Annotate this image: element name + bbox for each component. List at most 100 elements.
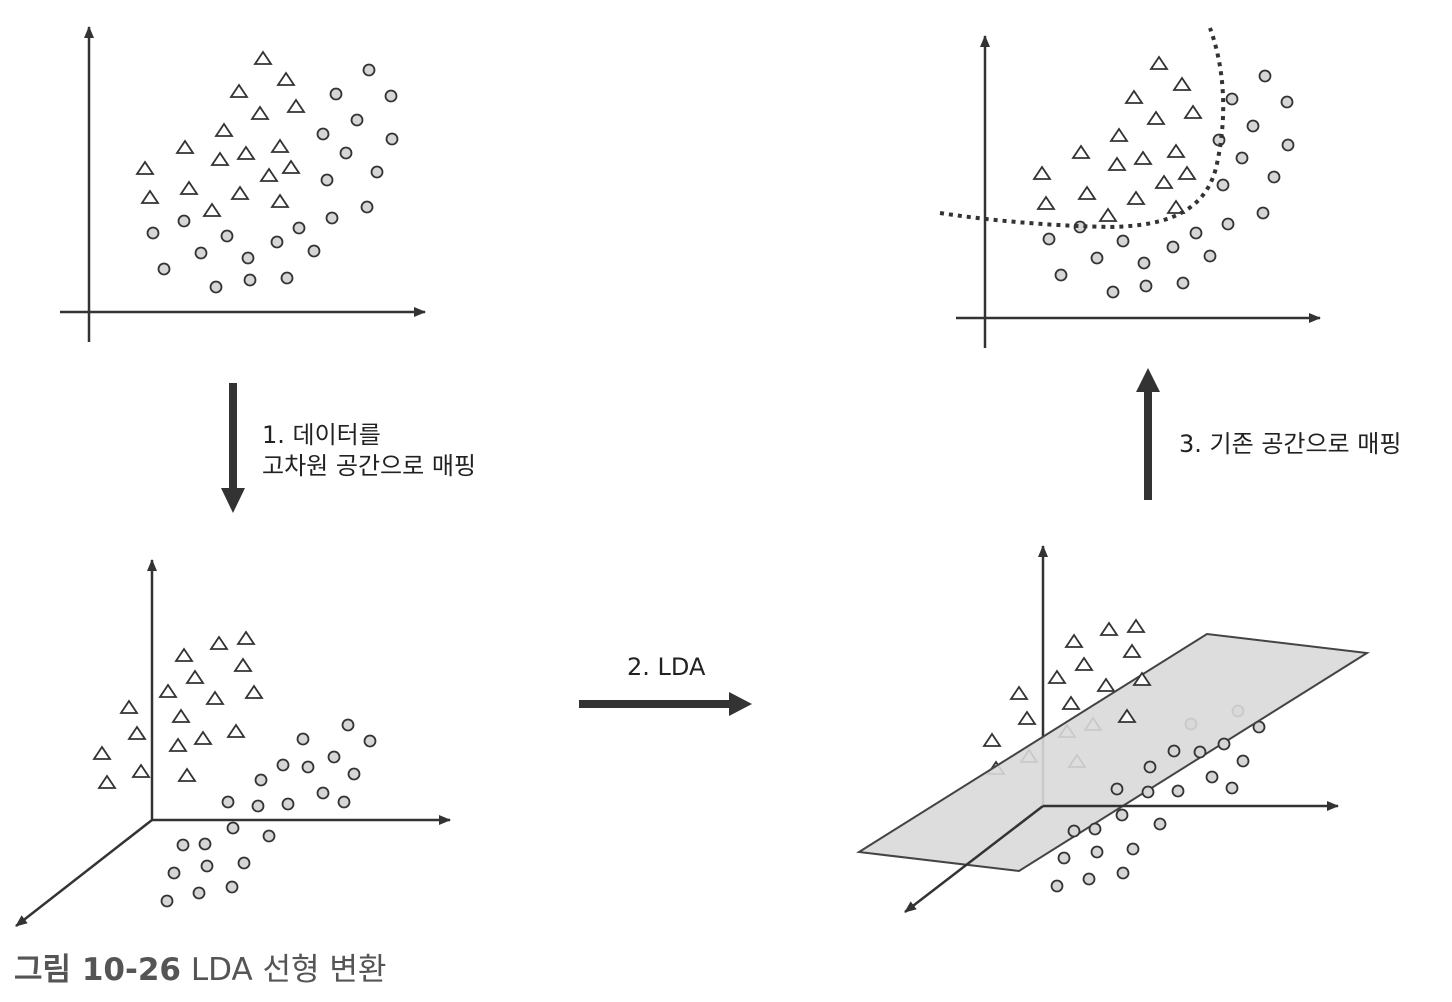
circle-marker: [1221, 217, 1235, 231]
circle-marker: [1110, 782, 1124, 796]
panel-high-dim-space: [15, 559, 451, 927]
figure-title: LDA 선형 변환: [191, 952, 387, 988]
circle-marker: [280, 271, 294, 285]
triangle-marker: [1177, 165, 1197, 180]
circle-marker: [251, 799, 265, 813]
circle-marker: [1067, 824, 1081, 838]
circle-marker: [1217, 737, 1231, 751]
circle-marker: [1216, 178, 1230, 192]
triangle-marker: [1172, 76, 1192, 91]
triangle-marker: [127, 725, 147, 740]
triangle-marker: [1126, 618, 1146, 633]
circle-marker: [1082, 872, 1096, 886]
triangle-marker: [174, 647, 194, 662]
circle-marker: [1088, 822, 1102, 836]
circle-marker: [167, 866, 181, 880]
step2-label: 2. LDA: [627, 653, 706, 681]
circle-marker: [339, 146, 353, 160]
triangle-marker: [253, 50, 273, 65]
triangle-marker: [202, 202, 222, 217]
triangle-marker: [1154, 174, 1174, 189]
triangle-marker: [1064, 633, 1084, 648]
circle-marker: [200, 859, 214, 873]
triangle-marker: [236, 630, 256, 645]
panel-lda-hyperplane: [856, 545, 1370, 913]
circle-marker: [1246, 119, 1260, 133]
step1-label-line2: 고차원 공간으로 매핑: [262, 452, 476, 480]
circle-marker: [1258, 69, 1272, 83]
circle-marker: [262, 829, 276, 843]
triangle-marker: [1146, 110, 1166, 125]
p3-z-axis: [904, 805, 1044, 913]
triangle-marker: [982, 732, 1002, 747]
circle-marker: [1171, 784, 1185, 798]
circle-marker: [1225, 781, 1239, 795]
circle-marker: [370, 165, 384, 179]
circle-marker: [292, 221, 306, 235]
circle-marker: [325, 211, 339, 225]
triangle-marker: [1122, 643, 1142, 658]
triangle-marker: [177, 767, 197, 782]
circle-marker: [1153, 817, 1167, 831]
triangle-marker: [92, 745, 112, 760]
triangle-marker: [119, 699, 139, 714]
circle-marker: [385, 132, 399, 146]
step1-arrow: [221, 383, 245, 513]
triangle-marker: [185, 669, 205, 684]
circle-marker: [160, 894, 174, 908]
circle-marker: [347, 767, 361, 781]
circle-marker: [1116, 234, 1130, 248]
circle-marker: [1281, 138, 1295, 152]
triangle-marker: [140, 189, 160, 204]
triangle-marker: [1099, 621, 1119, 636]
triangle-marker: [209, 635, 229, 650]
circle-marker: [320, 173, 334, 187]
circle-marker: [243, 273, 257, 287]
circle-marker: [316, 127, 330, 141]
triangle-marker: [244, 684, 264, 699]
circle-marker: [254, 773, 268, 787]
separating-hyperplane: [856, 632, 1370, 873]
circle-marker: [1090, 251, 1104, 265]
figure-caption: 그림 10-26 LDA 선형 변환: [14, 952, 386, 988]
circle-marker: [1116, 866, 1130, 880]
triangle-marker: [236, 145, 256, 160]
circle-marker: [1225, 92, 1239, 106]
circle-marker: [1137, 256, 1151, 270]
figure-spacer: [181, 952, 191, 988]
triangle-marker: [286, 98, 306, 113]
triangle-marker: [1017, 710, 1037, 725]
triangle-marker: [1107, 156, 1127, 171]
circle-marker: [1166, 240, 1180, 254]
step3-arrow: [1136, 368, 1160, 500]
circle-marker: [384, 89, 398, 103]
triangle-marker: [210, 151, 230, 166]
triangle-marker: [193, 730, 213, 745]
circle-marker: [1054, 268, 1068, 282]
triangle-marker: [1126, 190, 1146, 205]
triangle-marker: [229, 83, 249, 98]
circle-marker: [1090, 845, 1104, 859]
p2-z-axis: [15, 819, 153, 927]
triangle-marker: [281, 159, 301, 174]
triangle-marker: [1074, 656, 1094, 671]
circle-marker: [1236, 754, 1250, 768]
circle-marker: [1193, 745, 1207, 759]
circle-marker: [1050, 879, 1064, 893]
circle-marker: [1256, 206, 1270, 220]
triangle-marker: [1036, 195, 1056, 210]
circle-marker: [146, 226, 160, 240]
triangle-marker: [1047, 669, 1067, 684]
circle-marker: [157, 262, 171, 276]
triangle-marker: [1098, 207, 1118, 222]
triangle-marker: [1077, 185, 1097, 200]
circle-marker: [1139, 279, 1153, 293]
circle-marker: [225, 880, 239, 894]
circle-marker: [220, 229, 234, 243]
circle-marker: [1141, 785, 1155, 799]
triangle-marker: [168, 737, 188, 752]
circle-marker: [1167, 744, 1181, 758]
circle-marker: [316, 786, 330, 800]
triangle-marker: [1117, 708, 1137, 723]
